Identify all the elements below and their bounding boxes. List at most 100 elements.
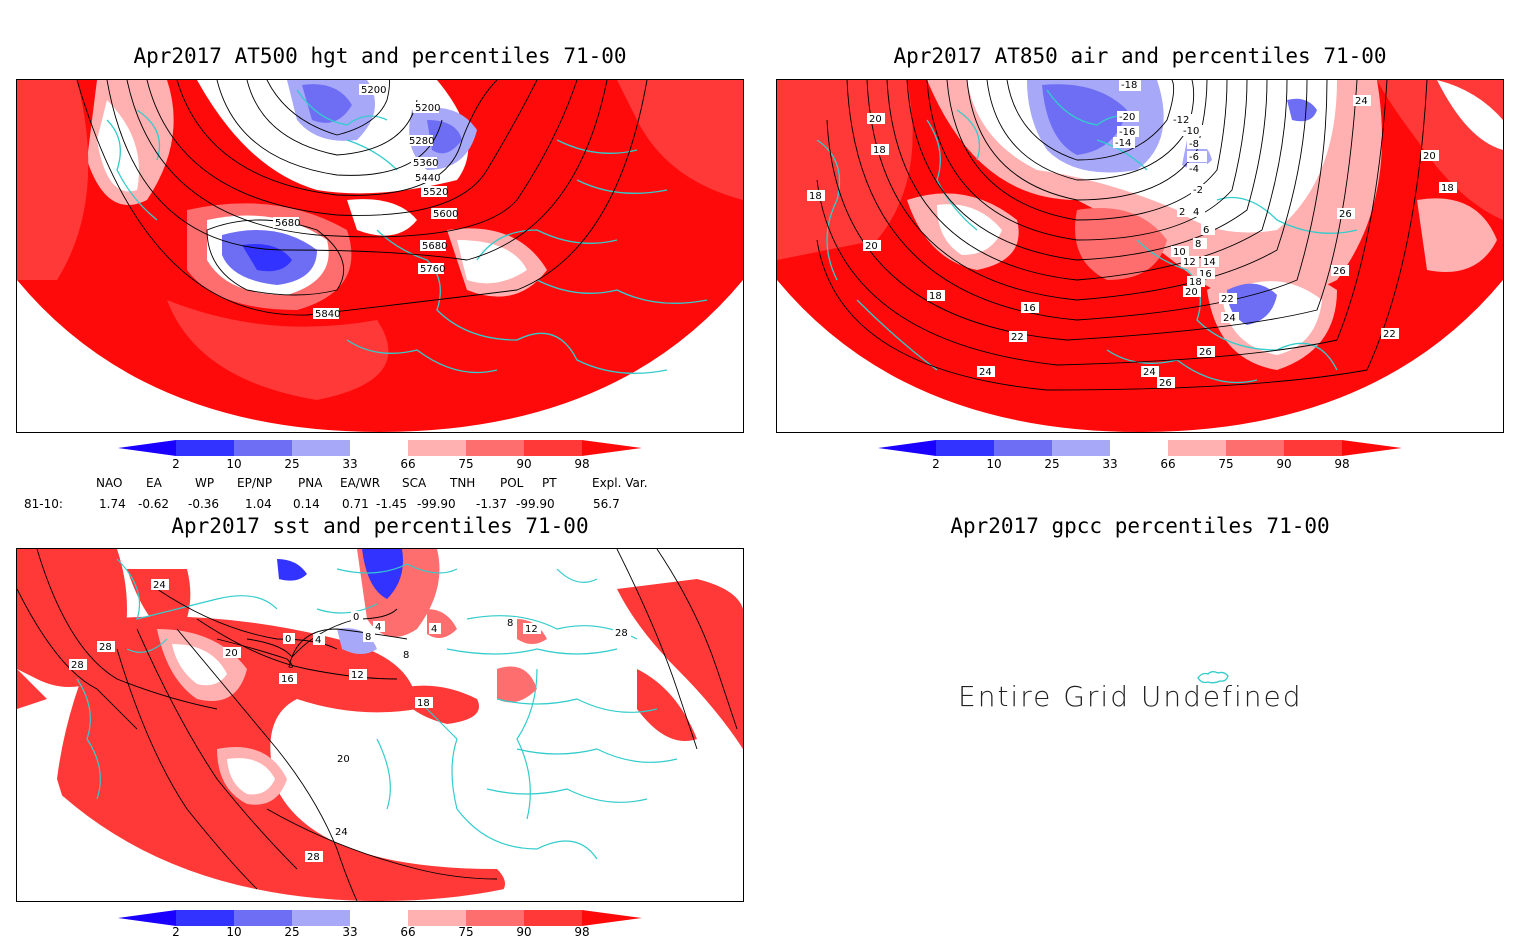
- p2-contour-label-9: -4: [1189, 164, 1199, 175]
- p2-contour-label-33: 20: [865, 241, 878, 252]
- index-row-label: 81-10:: [24, 497, 63, 511]
- p2-contour-label-29: 18: [1441, 183, 1454, 194]
- cb1-label-66: 66: [400, 457, 416, 471]
- cb2-label-10: 10: [986, 457, 1002, 471]
- cb3-label-10: 10: [226, 925, 242, 939]
- cb3-label-33: 33: [342, 925, 358, 939]
- p2-contour-label-4: -14: [1115, 138, 1131, 149]
- index-value-expl-var: 56.7: [593, 497, 620, 511]
- index-header-eawr: EA/WR: [340, 476, 381, 490]
- p3-contour-label-4: 20: [225, 648, 238, 659]
- p2-contour-label-28: 20: [1423, 151, 1436, 162]
- index-value-eawr: 0.71: [342, 497, 369, 511]
- p1-contour-label-9: 5680: [422, 241, 447, 252]
- cb3-label-98: 98: [574, 925, 590, 939]
- cb3-label-2: 2: [172, 925, 180, 939]
- cb1-label-10: 10: [226, 457, 242, 471]
- cb2-label-25: 25: [1044, 457, 1060, 471]
- cb1-label-2: 2: [172, 457, 180, 471]
- cb2-label-2: 2: [932, 457, 940, 471]
- index-header-pol: POL: [500, 476, 524, 490]
- p2-contour-label-6: -10: [1183, 126, 1199, 137]
- p3-contour-label-3: 28: [99, 642, 112, 653]
- index-header-sca: SCA: [402, 476, 427, 490]
- index-value-pna: 0.14: [293, 497, 320, 511]
- p3-contour-label-18: 12: [525, 624, 538, 635]
- index-header-nao: NAO: [96, 476, 123, 490]
- p3-contour-label-1: 24: [153, 580, 166, 591]
- cb1-label-98: 98: [574, 457, 590, 471]
- cb2-label-33: 33: [1102, 457, 1118, 471]
- index-value-epnp: 1.04: [245, 497, 272, 511]
- p2-contour-label-26: 24: [1355, 96, 1368, 107]
- p2-contour-label-18: 16: [1199, 269, 1212, 280]
- p2-contour-label-2: -20: [1119, 112, 1135, 123]
- p3-contour-label-17: 28: [615, 628, 628, 639]
- p2-contour-label-25: 26: [1333, 266, 1346, 277]
- p2-contour-label-11: 2: [1179, 207, 1185, 218]
- p2-contour-label-37: 24: [1143, 367, 1156, 378]
- p2-contour-label-22: 24: [1223, 313, 1236, 324]
- p2-contour-label-14: 8: [1195, 239, 1201, 250]
- p2-contour-label-32: 20: [869, 114, 882, 125]
- p3-contour-label-19: 8: [507, 618, 513, 629]
- index-value-nao: 1.74: [99, 497, 126, 511]
- panel-4-title: Apr2017 gpcc percentiles 71-00: [950, 514, 1330, 538]
- p1-contour-label-11: 5840: [315, 309, 340, 320]
- index-value-ea: -0.62: [138, 497, 170, 511]
- panel-4-island-outline: [1196, 668, 1232, 688]
- p2-contour-label-16: 12: [1183, 257, 1196, 268]
- index-value-pol: -1.37: [476, 497, 508, 511]
- p1-contour-label-2: 5200: [415, 103, 440, 114]
- cb2-label-66: 66: [1160, 457, 1176, 471]
- cb2-label-75: 75: [1218, 457, 1234, 471]
- index-value-sca: -1.45: [376, 497, 408, 511]
- p1-contour-label-8: 5680: [275, 218, 300, 229]
- p1-contour-label-6: 5520: [423, 187, 448, 198]
- colorbar-3: [118, 910, 642, 926]
- p2-contour-label-31: 18: [809, 191, 822, 202]
- p2-contour-label-17: 14: [1203, 257, 1216, 268]
- cb3-label-25: 25: [284, 925, 300, 939]
- p1-contour-label-3: 5280: [409, 136, 434, 147]
- panel-3-map: 24 28 28 20 16 12 0 4 8 0 4 8 18 20 24 2…: [16, 548, 744, 902]
- p2-contour-label-21: 22: [1221, 294, 1234, 305]
- cb3-label-90: 90: [516, 925, 532, 939]
- index-value-pt: -99.90: [516, 497, 555, 511]
- colorbar-1: [118, 440, 642, 456]
- p2-contour-label-13: 6: [1203, 225, 1209, 236]
- p2-contour-label-12: 4: [1193, 207, 1199, 218]
- p2-contour-label-19: 18: [1189, 277, 1202, 288]
- index-header-expl-var: Expl. Var.: [592, 476, 648, 490]
- p3-contour-label-9: 8: [365, 632, 371, 643]
- p1-contour-label-4: 5360: [413, 158, 438, 169]
- p1-contour-label-10: 5760: [420, 264, 445, 275]
- p3-contour-label-20: 4: [431, 624, 437, 635]
- p2-contour-label-5: -12: [1173, 115, 1189, 126]
- p2-contour-label-7: -8: [1189, 139, 1199, 150]
- index-header-pna: PNA: [298, 476, 323, 490]
- p2-contour-label-1: -18: [1121, 80, 1137, 91]
- panel-2-map: -18 -20 -16 -14 -12 -10 -8 -6 -4 -2 2 4 …: [776, 79, 1504, 433]
- p2-contour-label-24: 26: [1339, 209, 1352, 220]
- p1-contour-label-1: 5200: [361, 85, 386, 96]
- p2-contour-label-39: 24: [979, 367, 992, 378]
- cb1-label-75: 75: [458, 457, 474, 471]
- p3-contour-label-6: 12: [351, 670, 364, 681]
- index-value-tnh: -99.90: [417, 497, 456, 511]
- cb2-label-98: 98: [1334, 457, 1350, 471]
- index-header-epnp: EP/NP: [237, 476, 273, 490]
- panel-3-title: Apr2017 sst and percentiles 71-00: [171, 514, 589, 538]
- p1-contour-label-5: 5440: [415, 173, 440, 184]
- panel-1-map: 5200 5200 5280 5360 5440 5520 5600 5680 …: [16, 79, 744, 433]
- p2-contour-label-36: 22: [1011, 332, 1024, 343]
- index-header-pt: PT: [542, 476, 557, 490]
- p2-contour-label-10: -2: [1193, 185, 1203, 196]
- p3-contour-label-15: 24: [335, 827, 348, 838]
- index-value-wp: -0.36: [188, 497, 220, 511]
- cb1-label-90: 90: [516, 457, 532, 471]
- panel-1-title: Apr2017 AT500 hgt and percentiles 71-00: [133, 44, 627, 68]
- p2-contour-label-20: 20: [1185, 287, 1198, 298]
- p2-contour-label-8: -6: [1189, 152, 1199, 163]
- p3-contour-label-16: 28: [307, 852, 320, 863]
